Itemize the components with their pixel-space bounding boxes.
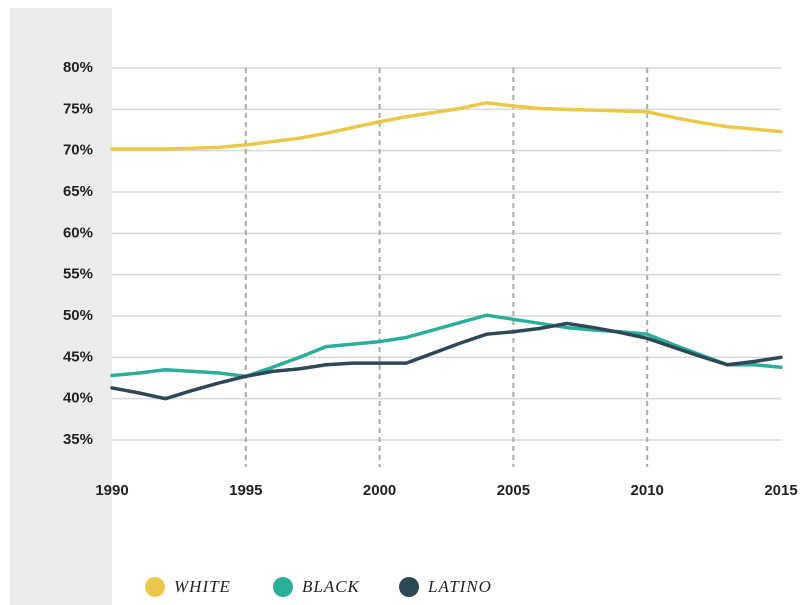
legend-label: WHITE	[174, 577, 231, 596]
y-tick-label: 70%	[63, 142, 93, 159]
x-tick-label: 2005	[497, 482, 530, 499]
x-tick-label: 2015	[764, 482, 797, 499]
line-series	[110, 313, 783, 379]
y-tick-label: 50%	[63, 307, 93, 324]
legend-swatch	[273, 577, 293, 597]
y-tick-label: 55%	[63, 266, 93, 283]
y-tick-label: 60%	[63, 224, 93, 241]
legend-label: LATINO	[427, 577, 492, 596]
y-tick-label: 80%	[63, 59, 93, 76]
legend-swatch	[145, 577, 165, 597]
x-tick-label: 1995	[229, 482, 262, 499]
legend-label: BLACK	[302, 577, 361, 596]
y-tick-label: 40%	[63, 390, 93, 407]
x-tick-label: 2010	[631, 482, 664, 499]
y-tick-label: 35%	[63, 431, 93, 448]
x-tick-label: 2000	[363, 482, 396, 499]
line-series	[110, 321, 783, 401]
line-series	[110, 100, 783, 151]
y-tick-label: 65%	[63, 183, 93, 200]
x-tick-label: 1990	[95, 482, 128, 499]
side-panel	[10, 8, 112, 605]
y-tick-label: 45%	[63, 348, 93, 365]
y-tick-label: 75%	[63, 100, 93, 117]
legend-swatch	[399, 577, 419, 597]
